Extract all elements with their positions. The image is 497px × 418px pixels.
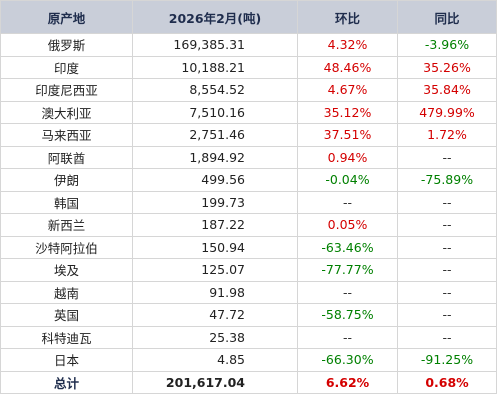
yoy-cell: -- [397,303,497,327]
yoy-cell: -- [397,213,497,237]
yoy-cell: -- [397,258,497,282]
header-row: 原产地 2026年2月(吨) 环比 同比 [0,0,497,34]
volume-cell: 7,510.16 [132,100,298,124]
header-yoy: 同比 [397,0,497,34]
table-row: 伊朗 499.56 -0.04% -75.89% [0,168,497,192]
total-label: 总计 [0,370,133,394]
origin-cell: 科特迪瓦 [0,325,133,349]
mom-cell: -- [297,190,398,214]
volume-cell: 25.38 [132,325,298,349]
import-by-origin-table: 原产地 2026年2月(吨) 环比 同比 俄罗斯 169,385.31 4.32% -… [0,0,497,394]
table-row: 日本 4.85 -66.30% -91.25% [0,348,497,372]
yoy-cell: 479.99% [397,100,497,124]
header-origin: 原产地 [0,0,133,34]
table-row: 科特迪瓦 25.38 -- -- [0,325,497,349]
mom-cell: 37.51% [297,123,398,147]
mom-cell: 35.12% [297,100,398,124]
mom-cell: -77.77% [297,258,398,282]
origin-cell: 印度尼西亚 [0,78,133,102]
origin-cell: 俄罗斯 [0,33,133,57]
table-row: 印度尼西亚 8,554.52 4.67% 35.84% [0,78,497,102]
origin-cell: 印度 [0,55,133,79]
origin-cell: 新西兰 [0,213,133,237]
yoy-cell: 1.72% [397,123,497,147]
table-row: 马来西亚 2,751.46 37.51% 1.72% [0,123,497,147]
yoy-cell: -75.89% [397,168,497,192]
volume-cell: 10,188.21 [132,55,298,79]
table-row: 澳大利亚 7,510.16 35.12% 479.99% [0,100,497,124]
table-row: 阿联酋 1,894.92 0.94% -- [0,145,497,169]
mom-cell: -- [297,280,398,304]
mom-cell: -0.04% [297,168,398,192]
total-row: 总计 201,617.04 6.62% 0.68% [0,370,497,394]
table-row: 越南 91.98 -- -- [0,280,497,304]
volume-cell: 8,554.52 [132,78,298,102]
volume-cell: 125.07 [132,258,298,282]
volume-cell: 150.94 [132,235,298,259]
table-row: 印度 10,188.21 48.46% 35.26% [0,55,497,79]
volume-cell: 499.56 [132,168,298,192]
volume-cell: 199.73 [132,190,298,214]
yoy-cell: -- [397,325,497,349]
total-mom: 6.62% [297,370,398,394]
mom-cell: 0.05% [297,213,398,237]
mom-cell: -63.46% [297,235,398,259]
table-row: 俄罗斯 169,385.31 4.32% -3.96% [0,33,497,57]
origin-cell: 马来西亚 [0,123,133,147]
origin-cell: 阿联酋 [0,145,133,169]
volume-cell: 91.98 [132,280,298,304]
yoy-cell: -3.96% [397,33,497,57]
origin-cell: 澳大利亚 [0,100,133,124]
mom-cell: 4.67% [297,78,398,102]
table-row: 韩国 199.73 -- -- [0,190,497,214]
volume-cell: 2,751.46 [132,123,298,147]
yoy-cell: -91.25% [397,348,497,372]
table-row: 埃及 125.07 -77.77% -- [0,258,497,282]
total-yoy: 0.68% [397,370,497,394]
yoy-cell: -- [397,145,497,169]
volume-cell: 47.72 [132,303,298,327]
yoy-cell: -- [397,280,497,304]
origin-cell: 英国 [0,303,133,327]
origin-cell: 韩国 [0,190,133,214]
volume-cell: 169,385.31 [132,33,298,57]
table-body: 俄罗斯 169,385.31 4.32% -3.96% 印度 10,188.21 48.46… [0,33,497,394]
yoy-cell: 35.84% [397,78,497,102]
mom-cell: 48.46% [297,55,398,79]
yoy-cell: 35.26% [397,55,497,79]
total-volume: 201,617.04 [132,370,298,394]
mom-cell: -66.30% [297,348,398,372]
origin-cell: 伊朗 [0,168,133,192]
header-volume: 2026年2月(吨) [132,0,298,34]
mom-cell: -- [297,325,398,349]
yoy-cell: -- [397,235,497,259]
mom-cell: -58.75% [297,303,398,327]
table-row: 新西兰 187.22 0.05% -- [0,213,497,237]
header-mom: 环比 [297,0,398,34]
table-header: 原产地 2026年2月(吨) 环比 同比 [0,0,497,34]
volume-cell: 1,894.92 [132,145,298,169]
table-row: 沙特阿拉伯 150.94 -63.46% -- [0,235,497,259]
origin-cell: 埃及 [0,258,133,282]
origin-cell: 沙特阿拉伯 [0,235,133,259]
origin-cell: 日本 [0,348,133,372]
mom-cell: 0.94% [297,145,398,169]
origin-cell: 越南 [0,280,133,304]
table-row: 英国 47.72 -58.75% -- [0,303,497,327]
mom-cell: 4.32% [297,33,398,57]
yoy-cell: -- [397,190,497,214]
volume-cell: 187.22 [132,213,298,237]
volume-cell: 4.85 [132,348,298,372]
